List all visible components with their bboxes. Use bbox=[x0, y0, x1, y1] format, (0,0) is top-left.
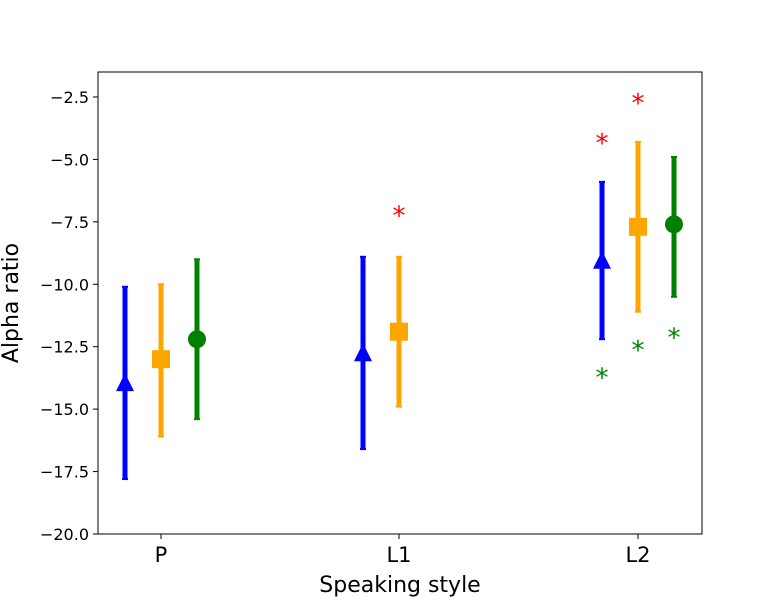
mean-marker-square bbox=[152, 350, 170, 369]
series-circle bbox=[188, 155, 683, 421]
significance-star: * bbox=[393, 201, 406, 231]
mean-marker-square bbox=[629, 217, 647, 236]
plot-frame bbox=[97, 71, 703, 535]
significance-star: * bbox=[596, 129, 609, 159]
mean-marker-triangle bbox=[354, 343, 372, 362]
series-square bbox=[152, 140, 647, 438]
significance-star: * bbox=[596, 364, 609, 394]
x-tick-label: P bbox=[155, 543, 168, 567]
y-tick-label: −17.5 bbox=[40, 463, 89, 482]
significance-star: * bbox=[668, 324, 681, 354]
significance-star: * bbox=[632, 336, 645, 366]
mean-marker-square bbox=[390, 322, 408, 341]
y-tick-label: −7.5 bbox=[50, 213, 89, 232]
annotation-layer: * * * * * * bbox=[393, 89, 681, 394]
y-axis-title: Alpha ratio bbox=[0, 243, 24, 363]
significance-star: * bbox=[632, 89, 645, 119]
series-triangle bbox=[116, 180, 611, 481]
tick-layer: −2.5 −5.0 −7.5 −10.0 −12.5 −15.0 −17.5 −20.0 P L1… bbox=[40, 88, 651, 567]
series-layer bbox=[116, 140, 683, 481]
y-tick-label: −5.0 bbox=[50, 150, 89, 169]
y-tick-label: −20.0 bbox=[40, 525, 89, 544]
x-axis-title: Speaking style bbox=[319, 573, 480, 598]
mean-marker-circle bbox=[188, 330, 206, 349]
y-tick-label: −12.5 bbox=[40, 338, 89, 357]
y-tick-label: −10.0 bbox=[40, 275, 89, 294]
mean-marker-triangle bbox=[593, 250, 611, 269]
mean-marker-triangle bbox=[116, 373, 134, 392]
x-tick-label: L2 bbox=[625, 543, 650, 567]
y-tick-label: −2.5 bbox=[50, 88, 89, 107]
y-tick-label: −15.0 bbox=[40, 400, 89, 419]
mean-marker-circle bbox=[665, 215, 683, 234]
x-tick-label: L1 bbox=[386, 543, 411, 567]
